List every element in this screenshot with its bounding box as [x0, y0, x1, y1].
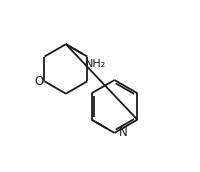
Text: NH₂: NH₂: [85, 59, 106, 69]
Text: O: O: [34, 75, 44, 88]
Text: N: N: [119, 126, 128, 139]
